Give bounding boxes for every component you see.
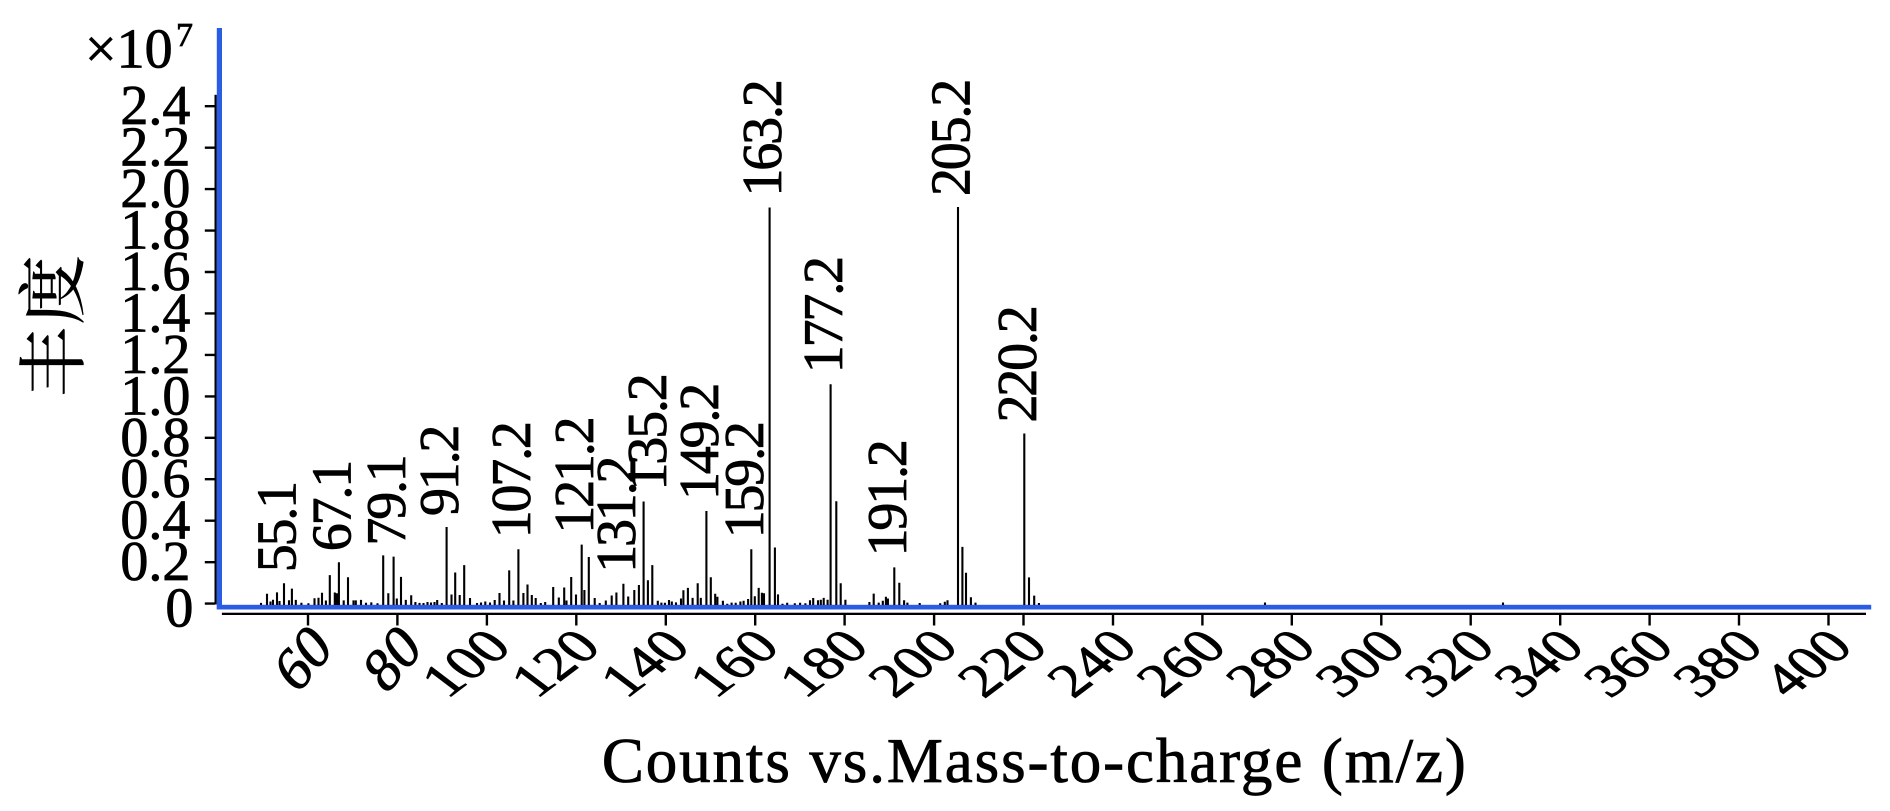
svg-text:400: 400 bbox=[1751, 620, 1866, 707]
svg-text:80: 80 bbox=[353, 610, 432, 705]
svg-text:Counts vs.Mass-to-charge (m/z): Counts vs.Mass-to-charge (m/z) bbox=[602, 726, 1468, 796]
svg-text:205.2: 205.2 bbox=[921, 81, 983, 196]
svg-text:107.2: 107.2 bbox=[481, 423, 543, 538]
svg-text:1.0: 1.0 bbox=[120, 365, 190, 427]
svg-text:177.2: 177.2 bbox=[793, 258, 855, 373]
svg-text:7: 7 bbox=[176, 17, 193, 54]
svg-text:×10: ×10 bbox=[85, 19, 173, 81]
svg-text:1.6: 1.6 bbox=[120, 241, 190, 303]
svg-text:121.2: 121.2 bbox=[544, 419, 606, 534]
svg-text:163.2: 163.2 bbox=[732, 81, 794, 196]
svg-text:0: 0 bbox=[165, 578, 193, 640]
svg-text:0.4: 0.4 bbox=[120, 490, 190, 552]
svg-text:60: 60 bbox=[263, 610, 342, 705]
svg-text:220.2: 220.2 bbox=[987, 307, 1049, 422]
svg-text:67.1: 67.1 bbox=[301, 462, 363, 551]
svg-text:2.0: 2.0 bbox=[120, 158, 190, 220]
svg-text:0.8: 0.8 bbox=[120, 407, 190, 469]
svg-text:91.2: 91.2 bbox=[409, 427, 471, 516]
svg-text:149.2: 149.2 bbox=[669, 385, 731, 500]
svg-text:1.2: 1.2 bbox=[120, 324, 190, 386]
svg-text:135.2: 135.2 bbox=[617, 375, 679, 490]
svg-text:1.8: 1.8 bbox=[120, 200, 190, 262]
svg-text:0.6: 0.6 bbox=[120, 448, 190, 510]
svg-text:79.1: 79.1 bbox=[356, 456, 418, 545]
svg-text:131.2: 131.2 bbox=[586, 458, 648, 573]
svg-text:55.1: 55.1 bbox=[247, 483, 309, 572]
svg-text:1.4: 1.4 bbox=[120, 282, 190, 344]
svg-text:0.2: 0.2 bbox=[120, 531, 190, 593]
svg-text:159.2: 159.2 bbox=[714, 423, 776, 538]
svg-text:2.4: 2.4 bbox=[120, 75, 190, 137]
svg-text:191.2: 191.2 bbox=[857, 441, 919, 556]
svg-text:2.2: 2.2 bbox=[120, 117, 190, 179]
